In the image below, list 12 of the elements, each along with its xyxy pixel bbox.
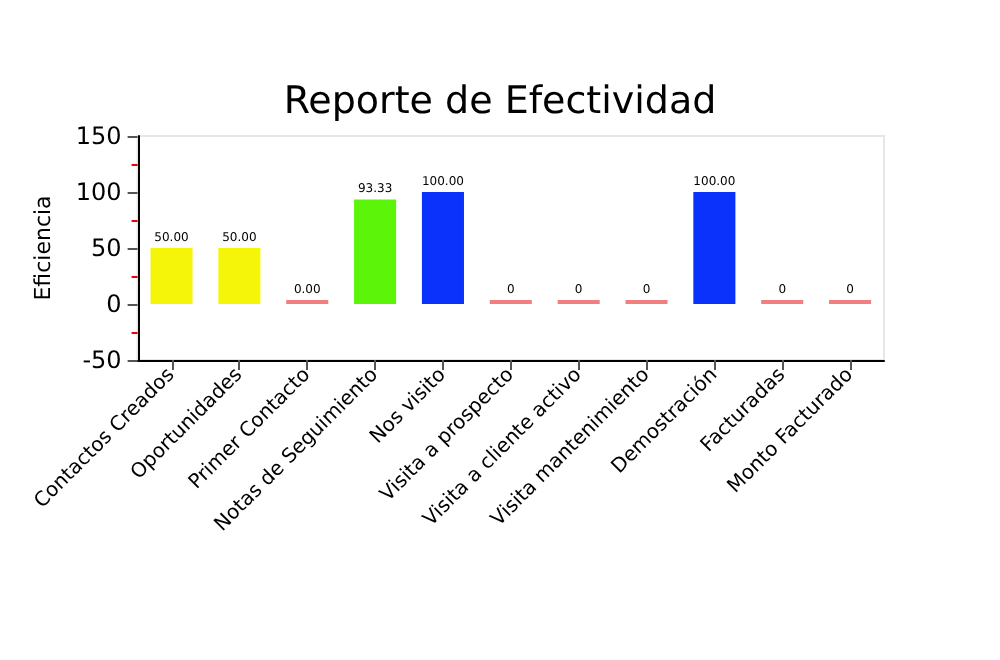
bar xyxy=(693,192,736,304)
y-tick-label: 100 xyxy=(75,178,122,206)
bar xyxy=(218,248,261,304)
y-axis-title: Eficiencia xyxy=(30,195,56,301)
bar xyxy=(354,199,397,304)
y-tick-label: 0 xyxy=(106,290,122,318)
chart-title: Reporte de Efectividad xyxy=(283,79,717,123)
bar xyxy=(421,192,464,304)
y-tick-label: 150 xyxy=(75,122,122,150)
bar xyxy=(150,248,193,304)
y-tick-label: -50 xyxy=(82,346,122,374)
y-tick-label: 50 xyxy=(91,234,122,262)
